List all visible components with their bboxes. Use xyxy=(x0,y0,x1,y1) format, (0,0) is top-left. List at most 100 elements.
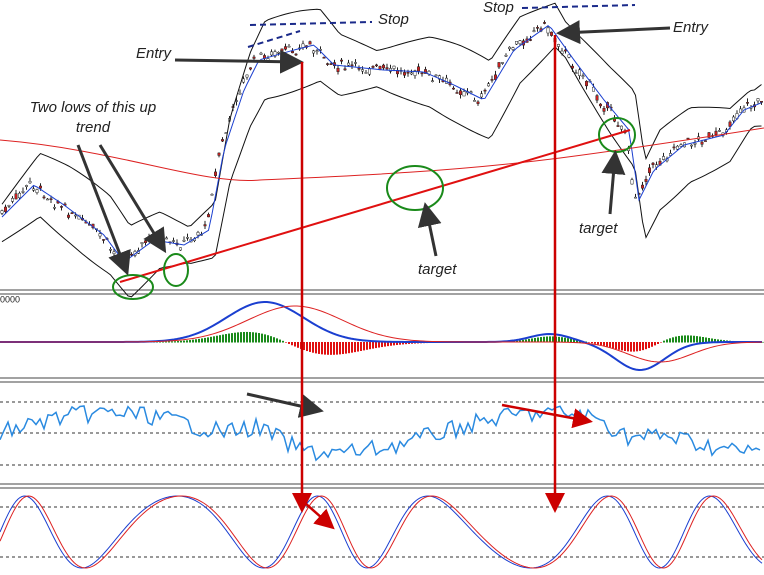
candle-body xyxy=(182,239,186,242)
histogram-bar xyxy=(645,342,647,350)
candle-body xyxy=(273,51,277,57)
annotation: Stop xyxy=(378,11,409,28)
histogram-bar xyxy=(180,340,182,343)
histogram-bar xyxy=(384,342,386,347)
histogram-bar xyxy=(540,337,542,343)
candle-body xyxy=(126,252,130,259)
candle-body xyxy=(557,44,560,47)
histogram-bar xyxy=(360,342,362,351)
histogram-bar xyxy=(588,342,590,343)
histogram-bar xyxy=(366,342,368,350)
arrow xyxy=(246,392,324,418)
candle-body xyxy=(147,237,151,241)
histogram-bar xyxy=(399,342,401,345)
histogram-bar xyxy=(381,342,383,348)
candle-body xyxy=(651,162,655,165)
candle-body xyxy=(574,72,578,74)
histogram-bar xyxy=(564,337,566,343)
candle-body xyxy=(252,56,256,59)
candle-body xyxy=(585,80,588,87)
histogram-bar xyxy=(672,337,674,343)
histogram-bar xyxy=(276,338,278,343)
histogram-bar xyxy=(402,342,404,345)
candle-body xyxy=(42,196,46,199)
candle-body xyxy=(98,233,102,237)
histogram-bar xyxy=(567,338,569,343)
stop-line xyxy=(249,21,373,26)
candle-body xyxy=(312,50,315,54)
candle-body xyxy=(690,144,693,147)
histogram-bar xyxy=(339,342,341,355)
histogram-bar xyxy=(348,342,350,354)
candle-body xyxy=(578,69,581,76)
histogram-bar xyxy=(390,342,392,346)
candle-body xyxy=(368,68,371,75)
annotation: Entry xyxy=(673,19,710,36)
arrow xyxy=(556,20,671,45)
histogram-bar xyxy=(327,342,329,355)
histogram-bar xyxy=(162,341,164,343)
histogram-bar xyxy=(393,342,395,346)
histogram-bar xyxy=(639,342,641,351)
candle-body xyxy=(434,74,438,77)
fast-average xyxy=(1,25,762,263)
candle-body xyxy=(32,188,35,191)
candle-body xyxy=(431,80,434,82)
candle-body xyxy=(25,185,28,187)
histogram-bar xyxy=(624,342,626,352)
histogram-bar xyxy=(663,340,665,343)
arrow xyxy=(501,403,593,429)
histogram-bar xyxy=(261,333,263,343)
low-circle xyxy=(163,253,189,287)
candle-body xyxy=(599,103,602,107)
candle-body xyxy=(455,92,459,94)
histogram-bar xyxy=(279,339,281,343)
histogram-bar xyxy=(318,342,320,354)
annotation: Stop xyxy=(483,0,514,16)
candle-body xyxy=(140,242,144,244)
candle-body xyxy=(308,41,312,45)
histogram-bar xyxy=(222,334,224,343)
candle-body xyxy=(301,43,305,48)
candle-body xyxy=(413,70,417,76)
histogram-bar xyxy=(213,336,215,343)
candle-body xyxy=(207,214,210,218)
histogram-bar xyxy=(573,339,575,343)
histogram-bar xyxy=(627,342,629,352)
histogram-bar xyxy=(246,331,248,343)
histogram-bar xyxy=(225,334,227,343)
histogram-bar xyxy=(201,338,203,343)
histogram-bar xyxy=(603,342,605,346)
histogram-bar xyxy=(762,341,764,343)
histogram-bar xyxy=(297,342,299,348)
histogram-bar xyxy=(519,340,521,343)
candle-body xyxy=(116,259,119,262)
histogram-bar xyxy=(669,338,671,343)
histogram-bar xyxy=(282,340,284,343)
histogram-bar xyxy=(654,342,656,346)
candle-body xyxy=(322,57,326,59)
arrow xyxy=(98,144,167,254)
candle-body xyxy=(679,144,683,147)
histogram-bar xyxy=(267,335,269,343)
candle-body xyxy=(487,83,490,87)
candle-body xyxy=(4,206,7,213)
candle-body xyxy=(504,55,508,57)
candle-body xyxy=(144,240,147,243)
candle-body xyxy=(728,121,732,127)
candle-body xyxy=(221,139,224,142)
signal-line xyxy=(0,305,763,363)
candle-body xyxy=(165,237,168,240)
candle-body xyxy=(620,125,623,130)
annotation: Entry xyxy=(136,45,173,62)
candle-body xyxy=(508,46,511,50)
candle-body xyxy=(74,214,77,217)
histogram-bar xyxy=(525,339,527,343)
histogram-bar xyxy=(315,342,317,354)
histogram-bar xyxy=(324,342,326,355)
target-circle xyxy=(386,165,444,211)
candle-body xyxy=(473,100,476,102)
candle-body xyxy=(515,41,518,45)
candle-body xyxy=(676,145,679,150)
